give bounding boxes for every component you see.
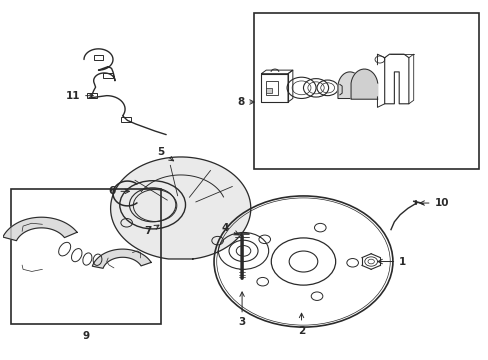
Bar: [87, 93, 97, 98]
Bar: [254, 13, 478, 169]
Bar: [94, 55, 103, 60]
Polygon shape: [3, 217, 77, 241]
Bar: [265, 88, 271, 93]
Bar: [121, 117, 131, 122]
Polygon shape: [350, 69, 377, 99]
Bar: [11, 189, 161, 324]
Text: 1: 1: [377, 257, 406, 266]
Text: 10: 10: [419, 198, 448, 208]
Text: 3: 3: [238, 292, 245, 328]
Polygon shape: [110, 157, 250, 259]
Polygon shape: [92, 249, 151, 268]
Text: 2: 2: [297, 313, 305, 336]
Text: 9: 9: [82, 330, 89, 341]
Text: 5: 5: [157, 147, 173, 161]
Text: 11: 11: [65, 91, 93, 101]
Text: 4: 4: [221, 223, 238, 235]
Text: 7: 7: [144, 225, 159, 237]
Polygon shape: [337, 72, 361, 99]
Text: 8: 8: [237, 97, 254, 107]
Bar: [265, 81, 278, 95]
Text: 6: 6: [108, 186, 129, 196]
Bar: [103, 73, 113, 78]
